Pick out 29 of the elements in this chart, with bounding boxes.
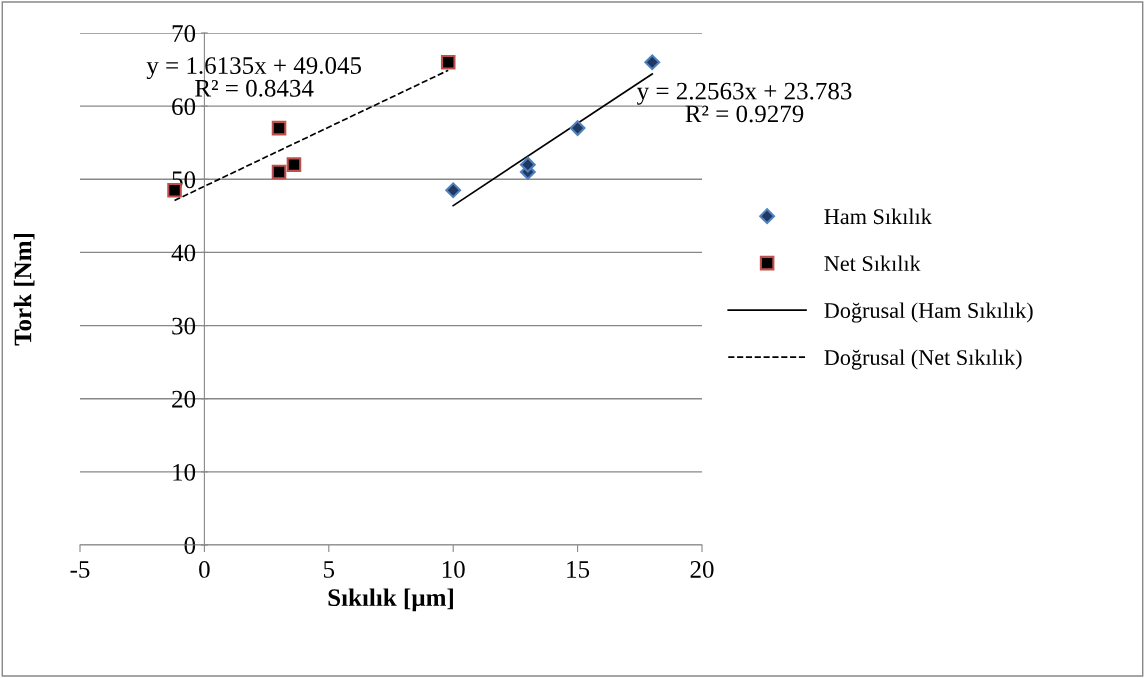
point bbox=[440, 54, 456, 70]
point bbox=[271, 164, 287, 180]
x-tick-label: -5 bbox=[70, 561, 90, 578]
x-axis-title: Sıkılık [µm] bbox=[328, 588, 453, 612]
legend-label: Net Sıkılık bbox=[824, 255, 921, 272]
annotation: y = 2.2563x + 23.783 R² = 0.9279 bbox=[636, 82, 852, 123]
annotation: y = 1.6135x + 49.045 R² = 0.8434 bbox=[146, 57, 362, 97]
y-tick-label: 60 bbox=[172, 98, 196, 116]
y-tick-label: 70 bbox=[172, 25, 196, 42]
y-tick-label: 30 bbox=[172, 317, 196, 335]
x-tick-label: 15 bbox=[567, 561, 590, 578]
y-tick-label: 40 bbox=[171, 244, 196, 262]
x-tick-label: 20 bbox=[690, 561, 714, 578]
point bbox=[644, 54, 661, 71]
y-tick-label: 0 bbox=[184, 537, 196, 554]
legend-label: Ham Sıkılık bbox=[824, 208, 932, 225]
y-tick-label: 10 bbox=[173, 463, 196, 481]
x-tick-label: 5 bbox=[324, 561, 335, 578]
x-tick-label: 0 bbox=[199, 561, 210, 578]
point bbox=[271, 120, 287, 136]
y-tick-label: 20 bbox=[172, 390, 196, 408]
y-axis-title: Tork [Nm] bbox=[13, 234, 35, 346]
point bbox=[445, 182, 462, 199]
point bbox=[519, 156, 536, 173]
x-tick-label: 10 bbox=[442, 561, 465, 578]
point bbox=[569, 120, 586, 136]
point bbox=[286, 157, 302, 172]
legend-label: Doğrusal (Net Sıkılık) bbox=[824, 349, 1022, 370]
legend-label: Doğrusal (Ham Sıkılık) bbox=[824, 302, 1033, 323]
